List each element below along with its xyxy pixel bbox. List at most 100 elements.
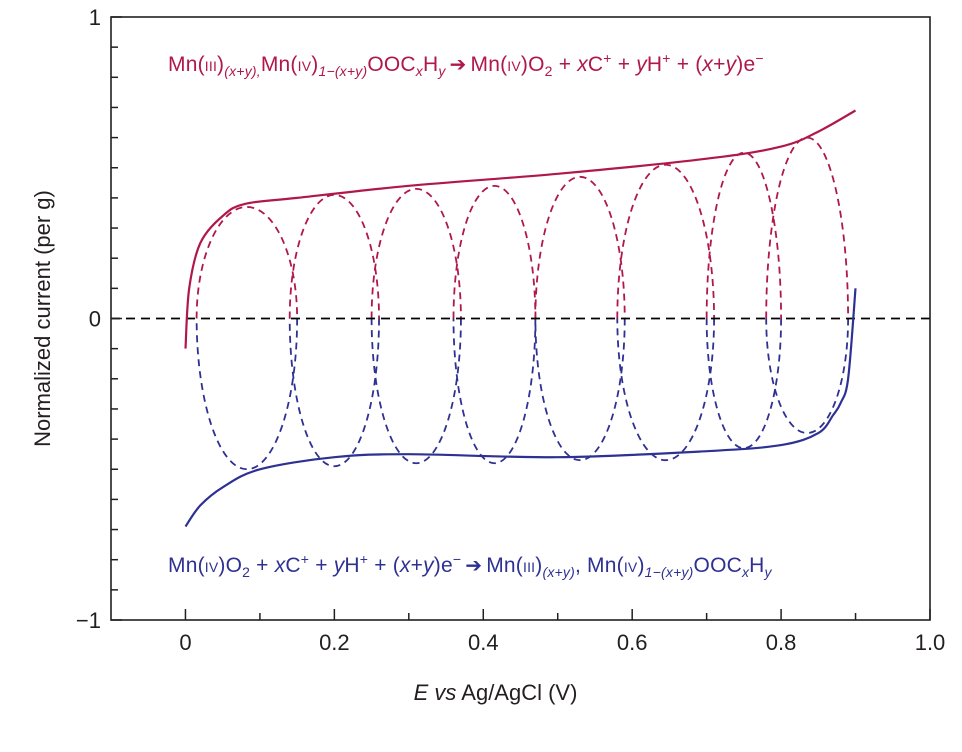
eq-text: Mn( <box>168 53 205 76</box>
eq-superscript: + <box>300 551 310 567</box>
arrow-right-icon: ➔ <box>465 555 483 577</box>
eq-text: C <box>285 554 301 577</box>
eq-text: OOC <box>367 53 416 76</box>
eq-text: + <box>309 554 334 577</box>
eq-text: Mn( <box>587 554 624 577</box>
eq-text: ) <box>535 554 543 577</box>
dashed-loop-cathodic-5 <box>534 318 626 462</box>
dashed-loop-anodic-2 <box>288 193 380 319</box>
eq-ox-state: IV <box>297 58 312 74</box>
eq-var: x <box>577 53 588 76</box>
y-tick-label: 0 <box>89 307 101 332</box>
eq-superscript: − <box>755 50 764 66</box>
eq-text: Mn( <box>486 554 523 577</box>
eq-ox-state: IV <box>623 559 638 575</box>
eq-text: H <box>344 554 360 577</box>
x-tick-label: 1.0 <box>915 630 946 655</box>
dashed-loop-anodic-4 <box>452 184 537 319</box>
eq-superscript: + <box>359 551 369 567</box>
y-tick-label: −1 <box>76 608 101 633</box>
eq-ox-state: III <box>522 559 536 575</box>
dashed-loop-anodic-5 <box>534 175 626 319</box>
eq-ox-state: III <box>204 58 218 74</box>
eq-var: y <box>423 554 434 577</box>
eq-text: )O <box>218 554 243 577</box>
eq-subscript: (x+y), <box>224 63 261 79</box>
y-axis: 1 0 −1 <box>76 5 122 633</box>
eq-text: ) <box>217 53 225 76</box>
dashed-loop-cathodic-1 <box>195 318 299 471</box>
dashed-loop-anodic-6 <box>616 163 715 319</box>
eq-text: ) <box>637 554 645 577</box>
eq-subscript: 1−(x+y) <box>318 63 368 79</box>
reduction-equation: Mn(IV)O2 + xC+ + yH+ + (x+y)e− ➔ Mn(III)(x… <box>168 551 772 580</box>
eq-text: )e <box>736 53 756 76</box>
eq-text: H <box>749 554 765 577</box>
oxidation-equation: Mn(III)(x+y),Mn(IV)1−(x+y)OOCxHy ➔ Mn(IV)O… <box>168 50 764 79</box>
dashed-loop-cathodic-3 <box>370 318 462 465</box>
arrow-right-icon: ➔ <box>449 54 467 76</box>
eq-text: Mn( <box>168 554 205 577</box>
eq-superscript: − <box>452 551 462 567</box>
x-tick-label: 0.4 <box>468 630 499 655</box>
eq-superscript: + <box>603 50 612 66</box>
eq-text: + <box>611 53 637 76</box>
eq-var: x <box>702 53 714 76</box>
dashed-loop-cathodic-6 <box>616 318 715 462</box>
eq-text: + <box>552 53 578 76</box>
x-tick-label: 0.8 <box>766 630 797 655</box>
eq-text: OOC <box>693 554 742 577</box>
eq-text: Mn( <box>470 53 508 76</box>
y-axis-label: Normalized current (per g) <box>30 190 55 447</box>
dashed-loop-cathodic-7 <box>705 318 782 450</box>
eq-var: y <box>333 554 345 577</box>
eq-subscript: 2 <box>242 564 251 580</box>
series-line-cathodic <box>184 288 857 528</box>
eq-var: y <box>636 53 647 76</box>
dashed-loop-anodic-7 <box>705 151 782 319</box>
dashed-loops <box>195 136 849 471</box>
eq-var: x <box>274 554 286 577</box>
dashed-loop-cathodic-2 <box>288 318 380 468</box>
eq-ox-state: IV <box>507 58 521 74</box>
dashed-loop-anodic-3 <box>370 187 462 319</box>
y-tick-label: 1 <box>89 5 101 30</box>
eq-superscript: + <box>662 50 671 66</box>
dashed-loop-anodic-1 <box>195 206 299 319</box>
x-tick-label: 0.2 <box>319 630 350 655</box>
eq-text: + <box>410 554 424 577</box>
x-axis-label: E vs Ag/AgCl (V) <box>414 680 578 705</box>
x-tick-label: 0 <box>179 630 191 655</box>
x-axis-label-variable: E <box>414 680 429 705</box>
eq-text: H <box>646 53 663 76</box>
eq-subscript: y <box>764 564 772 580</box>
eq-text: + <box>713 53 726 76</box>
eq-var: y <box>725 53 737 76</box>
eq-text: Mn( <box>260 53 298 76</box>
eq-text: C <box>587 53 604 76</box>
eq-text: ) <box>311 53 319 76</box>
eq-text: )e <box>433 554 453 577</box>
eq-text: + ( <box>670 53 703 76</box>
x-axis-label-vs: vs <box>434 680 456 705</box>
eq-text: + ( <box>368 554 400 577</box>
dashed-loop-cathodic-8 <box>765 318 849 434</box>
eq-subscript: (x+y) <box>542 564 575 580</box>
eq-var: x <box>399 554 411 577</box>
eq-text: H <box>422 53 439 76</box>
series-line-anodic <box>184 109 857 349</box>
eq-subscript: 1−(x+y) <box>644 564 694 580</box>
eq-text: )O <box>520 53 545 76</box>
dashed-loop-cathodic-4 <box>452 318 537 465</box>
eq-subscript: 2 <box>544 63 553 79</box>
eq-ox-state: IV <box>204 559 219 575</box>
eq-subscript: x <box>415 63 423 79</box>
eq-text: , <box>574 554 588 577</box>
eq-text: + <box>250 554 275 577</box>
dashed-loop-anodic-8 <box>765 136 849 319</box>
eq-subscript: y <box>438 63 446 79</box>
x-axis-label-unit: Ag/AgCl (V) <box>461 680 577 705</box>
eq-subscript: x <box>741 564 750 580</box>
x-tick-label: 0.6 <box>617 630 648 655</box>
